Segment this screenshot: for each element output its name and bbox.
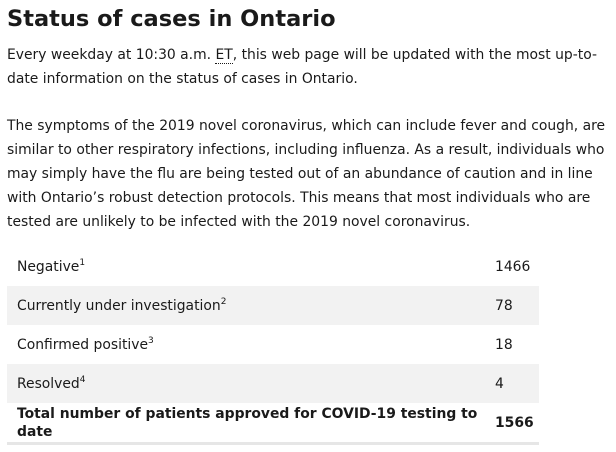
intro-text-end: , this web page will be updated with the…: [7, 47, 597, 87]
row-value: 4: [487, 364, 539, 403]
table-row-negative: Negative1 1466: [7, 247, 539, 286]
row-label-cell: Currently under investigation2: [7, 286, 487, 325]
footnote-link[interactable]: 1: [79, 257, 86, 268]
eastern-time-abbreviation[interactable]: ET: [215, 47, 233, 64]
row-value: 78: [487, 286, 539, 325]
case-status-table: Negative1 1466 Currently under investiga…: [7, 247, 539, 445]
total-value: 1566: [487, 403, 539, 445]
footnote-link[interactable]: 3: [148, 335, 154, 346]
footnote-link[interactable]: 2: [220, 296, 227, 307]
row-value: 18: [495, 336, 513, 353]
intro-text-start: Every weekday at 10:30 a.m.: [7, 47, 216, 63]
row-value: 1466: [495, 258, 531, 275]
page-content: Status of cases in Ontario Every weekday…: [7, 0, 610, 445]
page-title: Status of cases in Ontario: [7, 6, 336, 32]
table-row-under-investigation: Currently under investigation2 78: [7, 286, 539, 325]
table-row-confirmed-positive: Confirmed positive3 18: [7, 325, 539, 364]
total-label: Total number of patients approved for CO…: [7, 403, 487, 445]
footnote-link[interactable]: 4: [79, 374, 86, 385]
row-label-cell: Confirmed positive3: [7, 325, 487, 364]
update-schedule-paragraph: Every weekday at 10:30 a.m. ET, this web…: [7, 43, 610, 91]
row-label-cell: Resolved4: [7, 364, 487, 403]
table-row-resolved: Resolved4 4: [7, 364, 539, 403]
row-label: Resolved: [17, 375, 80, 392]
table-row-total: Total number of patients approved for CO…: [7, 403, 539, 445]
row-label: Confirmed positive: [17, 336, 149, 353]
row-label: Negative: [17, 258, 80, 275]
row-label: Currently under investigation: [17, 297, 221, 314]
row-label-cell: Negative1: [7, 247, 487, 286]
symptoms-paragraph: The symptoms of the 2019 novel coronavir…: [7, 118, 606, 230]
